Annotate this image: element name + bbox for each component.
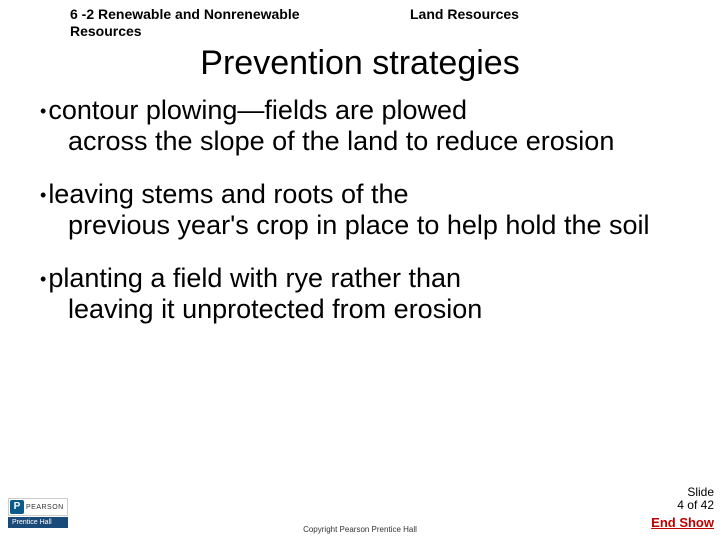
copyright-text: Copyright Pearson Prentice Hall (303, 525, 417, 534)
prentice-hall-label: Prentice Hall (8, 517, 68, 528)
slide-label: Slide (687, 485, 714, 499)
bullet-text: contour plowing—fields are plowed (48, 95, 467, 125)
end-show-button[interactable]: End Show (651, 515, 714, 530)
bullet-rest-lines: across the slope of the land to reduce e… (68, 126, 690, 157)
pearson-wordmark: PEARSON (26, 504, 64, 511)
bullet-item: •planting a field with rye rather than l… (40, 263, 690, 325)
header-topic: Land Resources (410, 6, 519, 40)
bullet-first-line: •contour plowing—fields are plowed (40, 95, 690, 126)
header-chapter: 6 -2 Renewable and Nonrenewable Resource… (70, 6, 370, 40)
bullet-dot-icon: • (40, 185, 46, 205)
slide-header: 6 -2 Renewable and Nonrenewable Resource… (0, 0, 720, 42)
slide-title: Prevention strategies (0, 44, 720, 83)
bullet-item: •contour plowing—fields are plowed acros… (40, 95, 690, 157)
slide-count: 4 of 42 (677, 498, 714, 512)
bullet-rest-lines: leaving it unprotected from erosion (68, 294, 690, 325)
bullet-text: leaving stems and roots of the (48, 179, 408, 209)
bullet-dot-icon: • (40, 101, 46, 121)
bullet-text: planting a field with rye rather than (48, 263, 461, 293)
bullet-dot-icon: • (40, 269, 46, 289)
slide-container: 6 -2 Renewable and Nonrenewable Resource… (0, 0, 720, 540)
slide-footer: Slide 4 of 42 End Show (651, 486, 714, 530)
bullet-item: •leaving stems and roots of the previous… (40, 179, 690, 241)
publisher-logo: P PEARSON Prentice Hall (8, 498, 68, 528)
pearson-p-icon: P (10, 500, 24, 514)
bullet-first-line: •planting a field with rye rather than (40, 263, 690, 294)
bullet-rest-lines: previous year's crop in place to help ho… (68, 210, 690, 241)
slide-content: •contour plowing—fields are plowed acros… (0, 95, 720, 325)
pearson-logo: P PEARSON (8, 498, 68, 516)
slide-number: Slide 4 of 42 (651, 486, 714, 512)
bullet-first-line: •leaving stems and roots of the (40, 179, 690, 210)
